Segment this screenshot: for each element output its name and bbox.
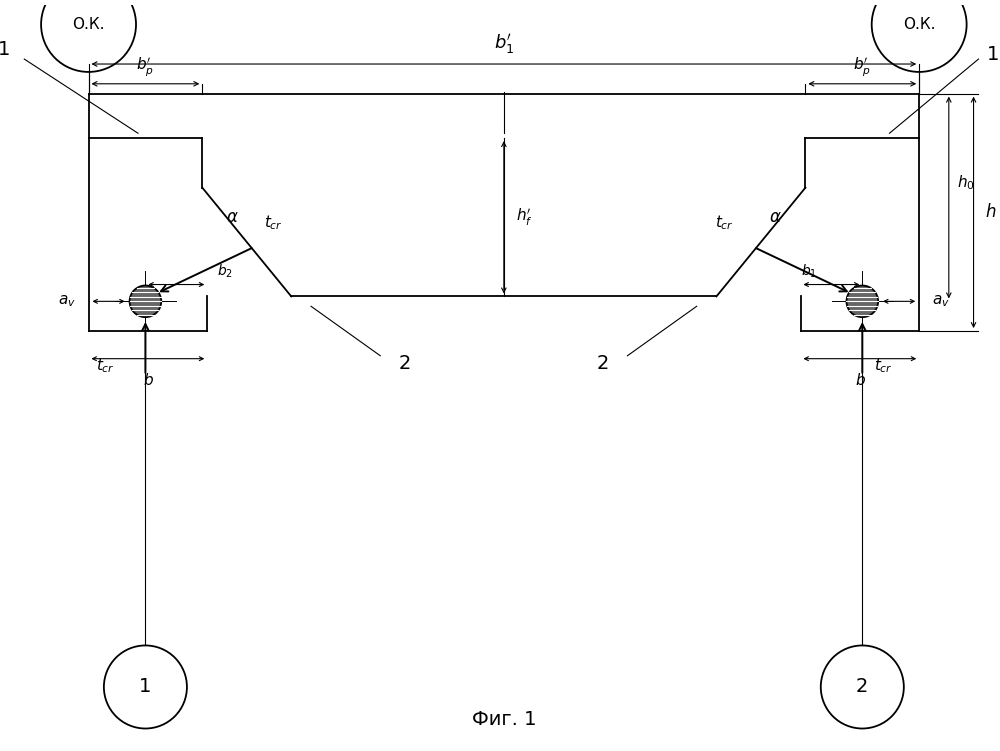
Text: h: h	[985, 204, 996, 222]
Text: $b_p'$: $b_p'$	[853, 55, 871, 78]
Text: $h_0$: $h_0$	[957, 173, 975, 192]
Text: О.К.: О.К.	[72, 17, 105, 32]
Text: $\alpha$: $\alpha$	[769, 208, 782, 226]
Text: b: b	[143, 372, 153, 388]
Text: $h_f'$: $h_f'$	[516, 207, 532, 228]
Text: $b_p'$: $b_p'$	[136, 55, 154, 78]
Text: $b_2$: $b_2$	[217, 262, 233, 279]
Circle shape	[130, 285, 161, 317]
Text: $t_{cr}$: $t_{cr}$	[96, 356, 115, 375]
Text: $b_1'$: $b_1'$	[494, 32, 514, 56]
Text: 2: 2	[399, 354, 411, 373]
Text: 2: 2	[597, 354, 609, 373]
Text: $\alpha$: $\alpha$	[226, 208, 238, 226]
Text: $a_v$: $a_v$	[932, 294, 950, 309]
Text: 2: 2	[856, 677, 868, 696]
Text: $a_v$: $a_v$	[58, 294, 76, 309]
Text: $t_{cr}$: $t_{cr}$	[264, 213, 283, 232]
Text: b: b	[855, 372, 865, 388]
Circle shape	[846, 285, 878, 317]
Text: Фиг. 1: Фиг. 1	[472, 710, 536, 728]
Text: 1: 1	[139, 677, 152, 696]
Text: 1: 1	[987, 44, 1000, 64]
Text: О.К.: О.К.	[903, 17, 935, 32]
Text: $t_{cr}$: $t_{cr}$	[715, 213, 734, 232]
Text: $b_1$: $b_1$	[801, 262, 817, 279]
Text: 1: 1	[0, 40, 11, 59]
Text: $t_{cr}$: $t_{cr}$	[874, 356, 893, 375]
